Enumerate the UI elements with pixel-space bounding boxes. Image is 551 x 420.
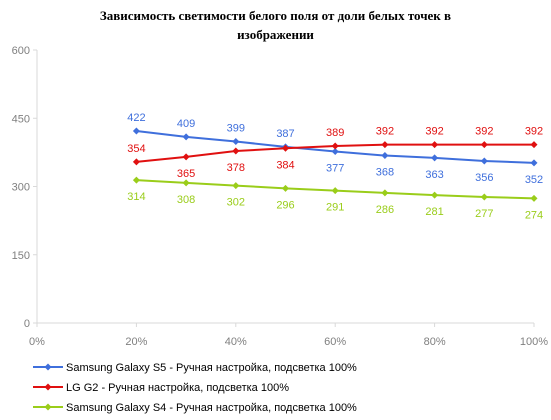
series-2-data-label: 392 xyxy=(525,126,543,138)
series-3-point xyxy=(431,191,439,199)
y-tick-label: 150 xyxy=(12,250,30,262)
series-1-point xyxy=(530,159,538,167)
legend-label-3: Samsung Galaxy S4 - Ручная настройка, по… xyxy=(66,402,357,414)
series-3-data-label: 296 xyxy=(276,199,294,211)
series-1-point xyxy=(182,133,190,141)
series-3-data-label: 308 xyxy=(177,194,195,206)
legend-marker-1 xyxy=(44,363,52,371)
series-1-point xyxy=(480,157,488,165)
series-2-point xyxy=(381,141,389,149)
series-3-point xyxy=(282,184,289,192)
legend-marker-2 xyxy=(44,383,52,391)
series-2-data-label: 384 xyxy=(276,159,294,171)
series-1-point xyxy=(381,152,389,160)
y-tick-label: 450 xyxy=(12,113,30,125)
series-3-point xyxy=(232,182,240,190)
series-3-data-label: 314 xyxy=(127,191,145,203)
series-1-data-label: 422 xyxy=(127,112,145,124)
series-3-point xyxy=(331,187,339,195)
series-3-point xyxy=(381,189,389,197)
series-2-point xyxy=(331,142,339,150)
series-2-data-label: 389 xyxy=(326,127,344,139)
series-3-data-label: 281 xyxy=(425,206,443,218)
y-tick-label: 300 xyxy=(12,182,30,194)
series-2-point xyxy=(431,141,439,149)
series-1-point xyxy=(431,154,439,162)
series-2-data-label: 378 xyxy=(227,162,245,174)
series-3-data-label: 302 xyxy=(227,197,245,209)
series-1-data-label: 387 xyxy=(276,128,294,140)
y-tick-label: 600 xyxy=(12,45,30,57)
series-2-data-label: 365 xyxy=(177,168,195,180)
series-1-data-label: 352 xyxy=(525,174,543,186)
series-1-point xyxy=(232,137,240,145)
legend-label-1: Samsung Galaxy S5 - Ручная настройка, по… xyxy=(66,362,357,374)
chart-title-line-1: Зависимость светимости белого поля от до… xyxy=(99,8,452,23)
series-2-point xyxy=(480,141,488,149)
series-2-point xyxy=(182,153,190,161)
series-3-data-label: 274 xyxy=(525,209,543,221)
series-2-data-label: 392 xyxy=(425,126,443,138)
series-2-point xyxy=(232,147,240,155)
series-2-data-label: 392 xyxy=(475,126,493,138)
series-3-point xyxy=(132,176,140,184)
x-tick-label: 80% xyxy=(424,336,446,348)
x-tick-label: 60% xyxy=(324,336,346,348)
x-tick-label: 100% xyxy=(520,336,548,348)
y-tick-label: 0 xyxy=(24,318,30,330)
series-3-point xyxy=(530,194,538,202)
series-2-data-label: 392 xyxy=(376,126,394,138)
series-2-point xyxy=(530,141,538,149)
series-1-data-label: 399 xyxy=(227,122,245,134)
series-3-data-label: 286 xyxy=(376,204,394,216)
series-3-point xyxy=(480,193,488,201)
series-1-point xyxy=(331,147,339,155)
series-2-data-label: 354 xyxy=(127,143,145,155)
series-3-data-label: 291 xyxy=(326,202,344,214)
legend-marker-3 xyxy=(44,403,52,411)
series-2-point xyxy=(282,144,289,152)
x-tick-label: 40% xyxy=(225,336,247,348)
x-tick-label: 0% xyxy=(29,336,45,348)
series-1-data-label: 377 xyxy=(326,162,344,174)
series-3-point xyxy=(182,179,190,187)
series-1-data-label: 356 xyxy=(475,172,493,184)
series-1-data-label: 409 xyxy=(177,118,195,130)
series-1-data-label: 368 xyxy=(376,167,394,179)
x-tick-label: 20% xyxy=(125,336,147,348)
chart-title-line-2: изображении xyxy=(237,27,314,42)
series-3-data-label: 277 xyxy=(475,208,493,220)
series-1-data-label: 363 xyxy=(425,169,443,181)
legend-label-2: LG G2 - Ручная настройка, подсветка 100% xyxy=(66,382,289,394)
series-1-point xyxy=(132,127,140,135)
series-2-point xyxy=(132,158,140,166)
